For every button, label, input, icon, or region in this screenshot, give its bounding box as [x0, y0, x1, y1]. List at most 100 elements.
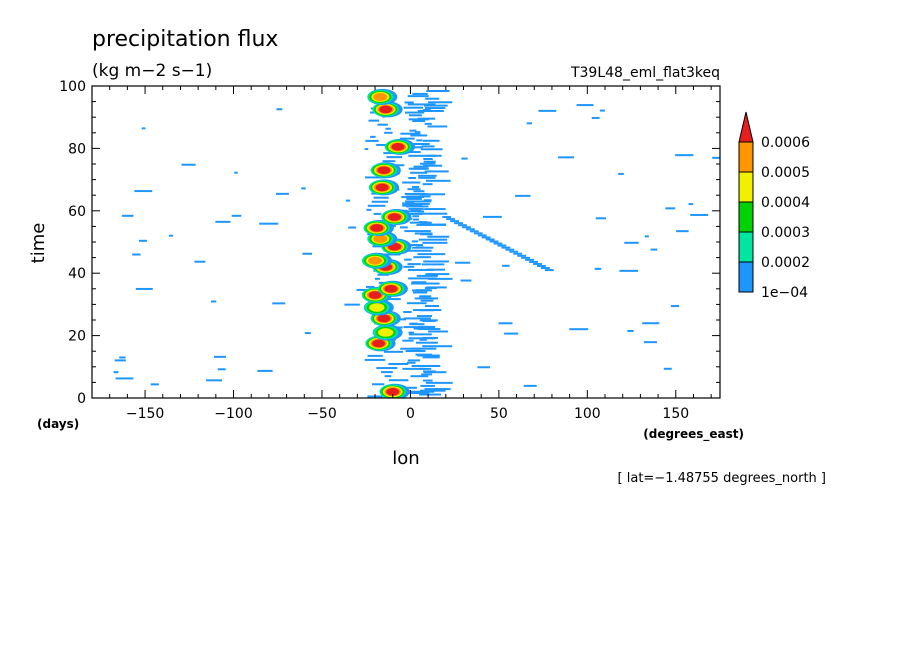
propagating-streak-segment	[533, 262, 542, 265]
precip-streak	[421, 263, 445, 266]
precip-streak	[365, 176, 386, 179]
precip-streak	[413, 309, 442, 312]
precip-streak	[121, 214, 134, 217]
precip-streak	[670, 305, 680, 308]
propagating-streak-segment	[525, 258, 534, 261]
precip-streak	[401, 210, 425, 213]
x-axis-ticks: −150 −100 −50 0 50 100 150	[109, 86, 712, 422]
precip-streak	[425, 381, 453, 384]
precip-streak	[428, 330, 448, 333]
precip-streak	[115, 377, 134, 380]
precip-streak	[650, 248, 658, 251]
precip-streak	[419, 338, 427, 341]
y-tick-label: 80	[68, 141, 86, 157]
precip-streak	[413, 190, 425, 193]
precip-streak	[388, 362, 409, 365]
precip-streak	[427, 277, 453, 280]
precip-streak	[412, 289, 433, 292]
precip-streak	[210, 300, 217, 303]
convective-event	[370, 162, 401, 179]
precip-streak	[675, 154, 694, 157]
precip-streak	[405, 350, 424, 353]
propagating-streak-segment	[529, 260, 538, 263]
colorbar-label: 0.0003	[761, 225, 810, 241]
precip-streak	[423, 160, 436, 163]
precip-streak	[406, 195, 431, 198]
x-axis-units: (degrees_east)	[643, 427, 744, 442]
colorbar-label: 0.0005	[761, 165, 810, 181]
precip-streak	[377, 273, 389, 276]
precip-streak	[376, 143, 389, 146]
precip-streak	[418, 238, 448, 241]
precip-streak	[302, 252, 312, 255]
propagating-streak-segment	[461, 226, 471, 229]
propagating-streak-segment	[540, 267, 550, 270]
precip-streak	[414, 131, 421, 134]
precip-streak	[407, 263, 421, 266]
precip-streak	[181, 163, 196, 166]
precip-streak	[423, 164, 443, 167]
precip-streak	[569, 328, 589, 331]
convective-event	[372, 324, 403, 341]
precip-streak	[400, 347, 422, 350]
chart-title: precipitation flux	[92, 27, 278, 52]
precip-streak	[407, 95, 429, 98]
precip-streak	[134, 190, 153, 193]
convective-event	[363, 219, 394, 236]
precip-streak	[135, 287, 153, 290]
colorbar-segment	[738, 231, 754, 263]
precip-streak	[406, 302, 427, 305]
precip-streak	[421, 145, 435, 148]
precip-streak	[688, 203, 694, 206]
precip-streak	[276, 108, 283, 111]
precip-streak	[348, 226, 357, 229]
precip-streak	[712, 156, 720, 159]
precip-streak	[412, 218, 420, 221]
precip-streak	[424, 107, 446, 110]
precip-streak	[422, 183, 433, 186]
precip-streak	[417, 117, 436, 120]
precip-streak	[386, 156, 403, 159]
precip-streak	[411, 281, 427, 284]
precip-streak	[364, 148, 369, 151]
precip-streak	[424, 170, 449, 173]
precip-streak	[409, 390, 435, 393]
precip-streak	[419, 162, 433, 165]
precip-streak	[217, 368, 226, 371]
precip-streak	[690, 213, 709, 216]
precip-streak	[385, 127, 391, 130]
precip-streak	[406, 197, 422, 200]
precip-streak	[423, 379, 433, 382]
colorbar-label: 0.0002	[761, 255, 810, 271]
propagating-streak-segment	[454, 222, 463, 225]
precip-streak	[399, 226, 408, 229]
propagating-streak-segment	[469, 230, 479, 233]
precip-streak	[461, 157, 468, 160]
precip-streak	[425, 273, 450, 276]
precip-streak	[412, 291, 428, 294]
x-tick-label: 150	[662, 406, 689, 422]
precip-streak	[407, 359, 421, 362]
x-tick-label: 50	[490, 406, 508, 422]
propagating-streak-segment	[497, 244, 507, 247]
precip-streak	[304, 332, 311, 335]
colorbar-segment	[738, 171, 754, 203]
precip-streak	[420, 299, 434, 302]
x-tick-label: 100	[574, 406, 601, 422]
precip-streak	[422, 241, 448, 244]
precip-streak	[412, 246, 434, 249]
precip-streak	[482, 215, 502, 218]
precip-streak	[405, 151, 421, 154]
precip-streak	[417, 212, 448, 215]
precip-streak	[413, 327, 436, 330]
precip-streak	[523, 384, 537, 387]
precip-streak	[424, 122, 432, 125]
precip-streak	[407, 268, 434, 271]
precip-streak	[424, 208, 446, 211]
event-contour	[388, 213, 402, 221]
precip-streak	[404, 101, 414, 104]
precip-streak	[417, 315, 433, 318]
precip-streak	[406, 386, 417, 389]
propagating-streak-segment	[493, 242, 503, 245]
